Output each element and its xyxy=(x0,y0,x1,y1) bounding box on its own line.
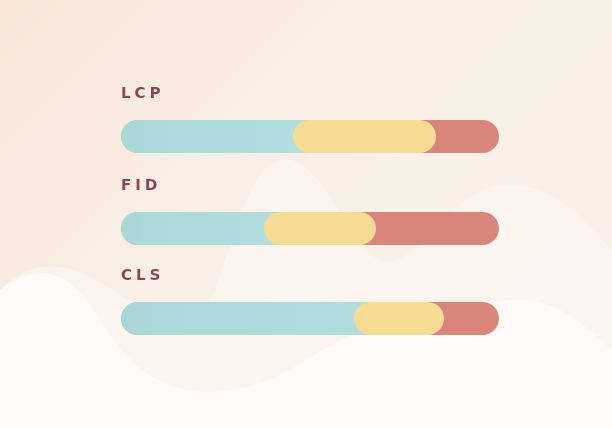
metric-bar xyxy=(121,120,499,153)
metric-bar xyxy=(121,302,499,335)
good-segment xyxy=(121,302,394,335)
metric-bar xyxy=(121,212,499,245)
metric-label: LCP xyxy=(121,84,165,102)
metric-label: CLS xyxy=(121,266,165,284)
needs-improvement-segment xyxy=(353,302,444,335)
needs-improvement-segment xyxy=(292,120,436,153)
metric-label: FID xyxy=(121,176,162,194)
needs-improvement-segment xyxy=(263,212,377,245)
